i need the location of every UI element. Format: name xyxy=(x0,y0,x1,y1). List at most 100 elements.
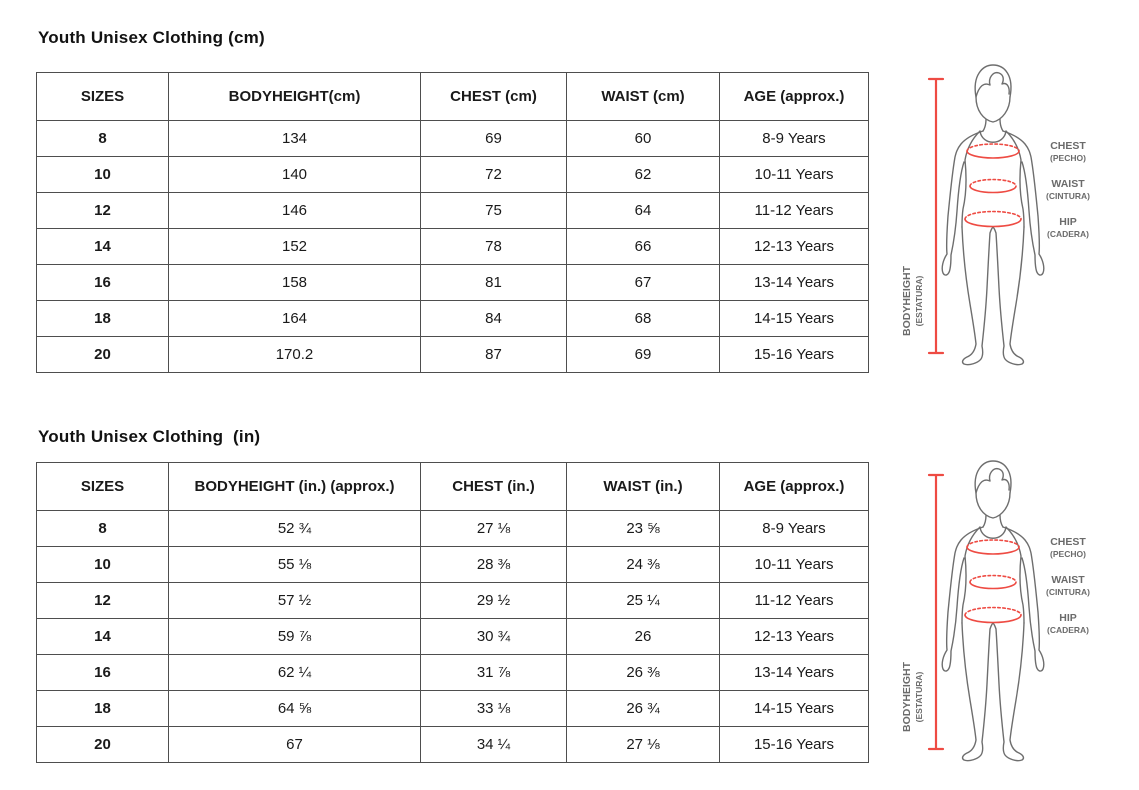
tank-top-outline xyxy=(961,130,1025,228)
bodyheight-cell: 67 xyxy=(168,726,421,763)
figure-labels: CHEST (PECHO) WAIST (CINTURA) HIP (CADER… xyxy=(901,140,1090,336)
measurement-marks xyxy=(927,473,1022,751)
table-row: 16 158 81 67 13-14 Years xyxy=(36,264,869,301)
waist-label: WAIST xyxy=(1051,574,1085,586)
age-cell: 10-11 Years xyxy=(719,156,869,193)
column-header-waist: WAIST (in.) xyxy=(566,462,720,511)
hip-ellipse-dashed xyxy=(964,606,1022,616)
chest-cell: 34 ¼ xyxy=(420,726,567,763)
age-cell: 12-13 Years xyxy=(719,618,869,655)
bodyheight-cell: 170.2 xyxy=(168,336,421,373)
legs-outline xyxy=(961,622,1025,762)
hip-ellipse-solid xyxy=(964,614,1022,624)
hip-ellipse-solid xyxy=(964,218,1022,228)
hip-sublabel: (CADERA) xyxy=(1047,625,1089,635)
table-title-in: Youth Unisex Clothing (in) xyxy=(38,427,261,446)
size-cell: 12 xyxy=(36,192,169,229)
waist-cell: 68 xyxy=(566,300,720,337)
table-row: 20 67 34 ¼ 27 ⅛ 15-16 Years xyxy=(36,726,869,763)
table-title-cm: Youth Unisex Clothing (cm) xyxy=(38,28,265,47)
bodyheight-cell: 164 xyxy=(168,300,421,337)
bodyheight-sublabel: (ESTATURA) xyxy=(914,275,924,326)
table-row: 10 140 72 62 10-11 Years xyxy=(36,156,869,193)
arms-outline xyxy=(941,130,1045,276)
chest-ellipse-solid xyxy=(966,546,1020,555)
waist-cell: 23 ⅝ xyxy=(566,510,720,547)
waist-sublabel: (CINTURA) xyxy=(1046,587,1090,597)
age-cell: 12-13 Years xyxy=(719,228,869,265)
body-outline xyxy=(941,460,1045,762)
column-header-bodyheight: BODYHEIGHT (in.) (approx.) xyxy=(168,462,421,511)
hip-label: HIP xyxy=(1059,216,1077,228)
table-row: 8 52 ¾ 27 ⅛ 23 ⅝ 8-9 Years xyxy=(36,510,869,547)
hip-label: HIP xyxy=(1059,612,1077,624)
size-cell: 14 xyxy=(36,618,169,655)
hair-outline xyxy=(974,64,1012,98)
chest-sublabel: (PECHO) xyxy=(1050,153,1086,163)
chest-cell: 69 xyxy=(420,120,567,157)
bodyheight-cell: 140 xyxy=(168,156,421,193)
chest-cell: 28 ⅜ xyxy=(420,546,567,583)
waist-label: WAIST xyxy=(1051,178,1085,190)
column-header-sizes: SIZES xyxy=(36,462,169,511)
waist-cell: 69 xyxy=(566,336,720,373)
age-cell: 15-16 Years xyxy=(719,336,869,373)
bodyheight-cell: 158 xyxy=(168,264,421,301)
table-row: 8 134 69 60 8-9 Years xyxy=(36,120,869,157)
waist-ellipse-solid xyxy=(969,581,1017,590)
table-header-row: SIZES BODYHEIGHT (in.) (approx.) CHEST (… xyxy=(36,462,869,511)
chest-ellipse-dashed xyxy=(966,539,1020,548)
bodyheight-label: BODYHEIGHT xyxy=(901,265,913,336)
age-cell: 15-16 Years xyxy=(719,726,869,763)
column-header-sizes: SIZES xyxy=(36,72,169,121)
measurement-marks xyxy=(927,77,1022,355)
size-cell: 20 xyxy=(36,336,169,373)
size-cell: 10 xyxy=(36,546,169,583)
age-cell: 13-14 Years xyxy=(719,264,869,301)
chest-ellipse-dashed xyxy=(966,143,1020,152)
size-cell: 8 xyxy=(36,510,169,547)
table-row: 14 59 ⅞ 30 ¾ 26 12-13 Years xyxy=(36,618,869,655)
body-outline xyxy=(941,64,1045,366)
size-cell: 12 xyxy=(36,582,169,619)
size-table-in: SIZES BODYHEIGHT (in.) (approx.) CHEST (… xyxy=(36,462,869,763)
age-cell: 10-11 Years xyxy=(719,546,869,583)
chest-ellipse-solid xyxy=(966,150,1020,159)
age-cell: 8-9 Years xyxy=(719,120,869,157)
column-header-age: AGE (approx.) xyxy=(719,72,869,121)
waist-cell: 64 xyxy=(566,192,720,229)
column-header-age: AGE (approx.) xyxy=(719,462,869,511)
waist-cell: 27 ⅛ xyxy=(566,726,720,763)
table-row: 20 170.2 87 69 15-16 Years xyxy=(36,336,869,373)
size-table-cm: SIZES BODYHEIGHT(cm) CHEST (cm) WAIST (c… xyxy=(36,72,869,373)
chest-cell: 27 ⅛ xyxy=(420,510,567,547)
size-cell: 10 xyxy=(36,156,169,193)
bodyheight-cell: 134 xyxy=(168,120,421,157)
chest-cell: 29 ½ xyxy=(420,582,567,619)
size-cell: 16 xyxy=(36,654,169,691)
table-row: 18 164 84 68 14-15 Years xyxy=(36,300,869,337)
bodyheight-cell: 55 ⅛ xyxy=(168,546,421,583)
column-header-bodyheight: BODYHEIGHT(cm) xyxy=(168,72,421,121)
face-neck-outline xyxy=(975,492,1011,528)
chest-cell: 75 xyxy=(420,192,567,229)
table-row: 14 152 78 66 12-13 Years xyxy=(36,228,869,265)
chest-cell: 33 ⅛ xyxy=(420,690,567,727)
bodyheight-dimension-line xyxy=(927,77,945,355)
column-header-chest: CHEST (cm) xyxy=(420,72,567,121)
chest-cell: 84 xyxy=(420,300,567,337)
body-measurement-diagram: CHEST (PECHO) WAIST (CINTURA) HIP (CADER… xyxy=(901,64,1090,366)
waist-cell: 26 xyxy=(566,618,720,655)
size-cell: 18 xyxy=(36,300,169,337)
column-header-chest: CHEST (in.) xyxy=(420,462,567,511)
age-cell: 11-12 Years xyxy=(719,582,869,619)
table-row: 16 62 ¼ 31 ⅞ 26 ⅜ 13-14 Years xyxy=(36,654,869,691)
waist-cell: 25 ¼ xyxy=(566,582,720,619)
chest-cell: 30 ¾ xyxy=(420,618,567,655)
chest-sublabel: (PECHO) xyxy=(1050,549,1086,559)
chest-label: CHEST xyxy=(1050,140,1086,152)
bodyheight-dimension-line xyxy=(927,473,945,751)
bodyheight-cell: 57 ½ xyxy=(168,582,421,619)
bodyheight-cell: 62 ¼ xyxy=(168,654,421,691)
age-cell: 14-15 Years xyxy=(719,300,869,337)
